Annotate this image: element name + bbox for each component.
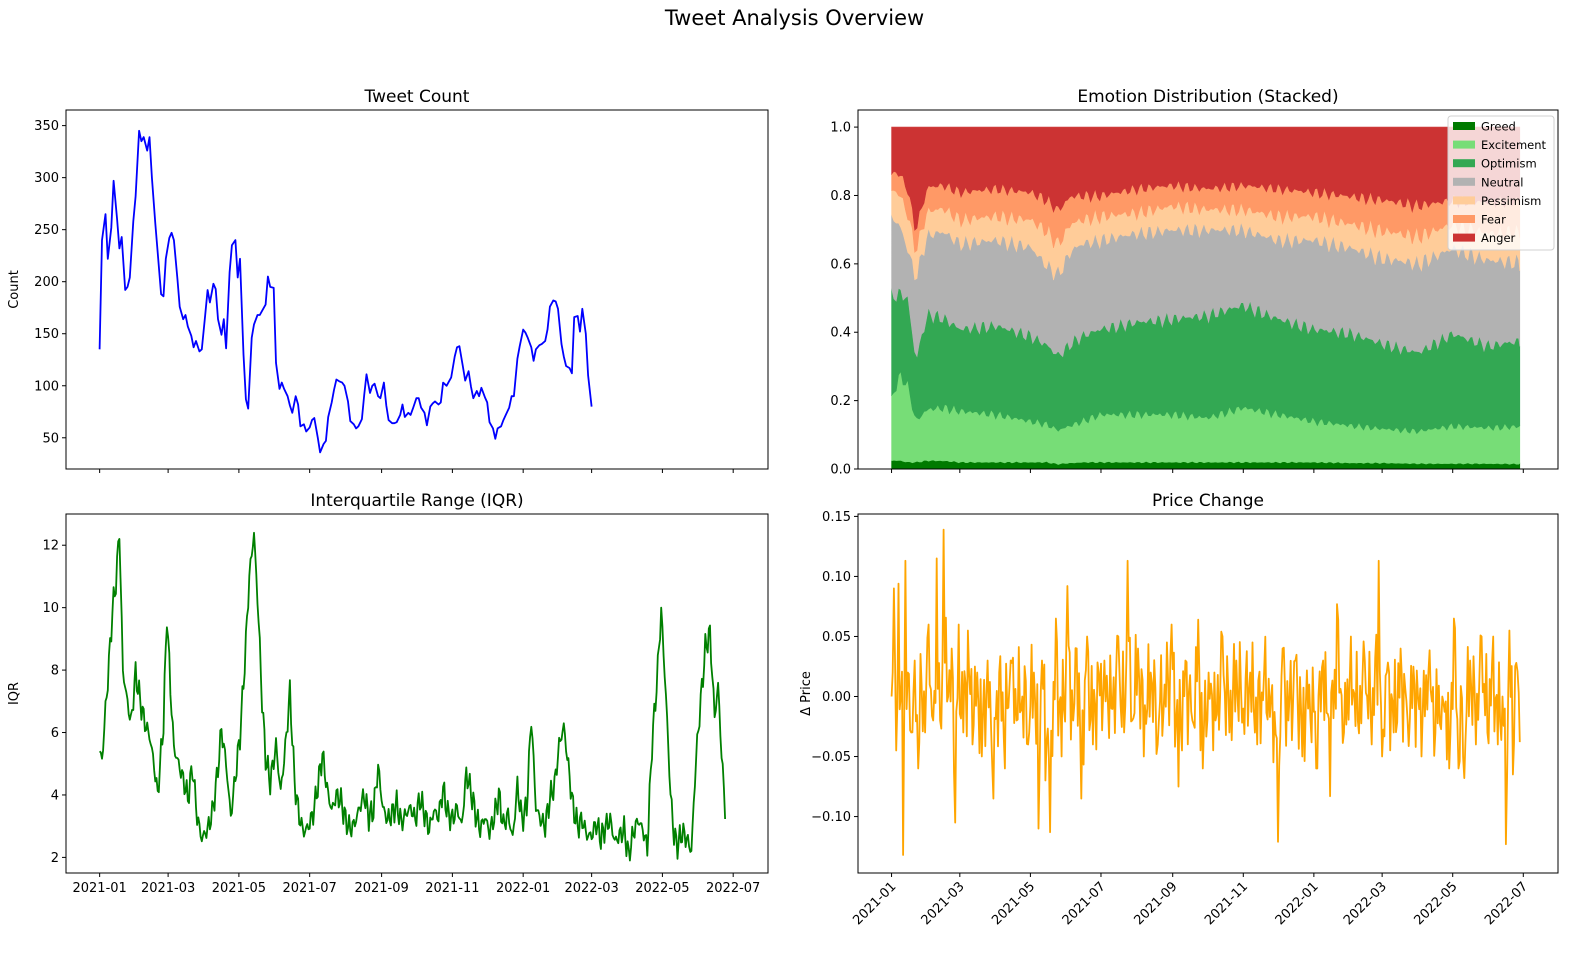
chart-title: Interquartile Range (IQR) <box>310 491 523 511</box>
legend-label-neutral: Neutral <box>1481 175 1523 189</box>
x-tick-label: 2021-05 <box>989 879 1038 928</box>
y-tick-label: 200 <box>34 275 59 290</box>
legend-swatch-excitement <box>1453 140 1475 149</box>
x-tick-label: 2022-07 <box>1482 879 1531 928</box>
y-tick-label: 350 <box>34 119 59 134</box>
iqr-series-line <box>98 531 726 862</box>
legend-swatch-fear <box>1453 215 1475 223</box>
legend-swatch-anger <box>1453 233 1475 242</box>
legend-label-optimism: Optimism <box>1481 157 1537 171</box>
x-tick-label: 2021-11 <box>425 881 479 896</box>
y-axis-label: Count <box>7 270 22 309</box>
y-axis-label: Δ Price <box>799 671 814 716</box>
tweet-count-chart: Tweet Count Count 50 100 150 200 250 300 350 <box>7 87 769 473</box>
y-tick-label: 150 <box>34 327 59 342</box>
y-tick-label: 0.00 <box>822 690 851 705</box>
y-tick-label: −0.05 <box>811 750 851 765</box>
y-tick-label: 0.4 <box>830 326 851 341</box>
y-tick-label: 0.6 <box>830 257 851 272</box>
legend-swatch-optimism <box>1453 159 1475 168</box>
y-tick-label: 0.2 <box>830 394 851 409</box>
y-tick-label: 6 <box>51 726 59 741</box>
y-tick-label: 100 <box>34 379 59 394</box>
y-tick-label: 0.0 <box>830 463 851 478</box>
legend: Greed Excitement Optimism Neutral Pessimism F… <box>1447 115 1555 251</box>
x-tick-label: 2021-01 <box>72 881 126 896</box>
legend-label-fear: Fear <box>1481 213 1506 227</box>
iqr-chart: Interquartile Range (IQR) IQR 2 4 6 8 10 12 2021… <box>7 491 769 896</box>
y-tick-label: 0.10 <box>822 570 851 585</box>
tweet_count-series-line <box>98 129 593 454</box>
chart-title: Price Change <box>1152 491 1264 511</box>
y-tick-label: 0.05 <box>822 630 851 645</box>
y-tick-label: 0.15 <box>822 510 851 525</box>
x-tick-label: 2021-01 <box>850 879 899 928</box>
legend-swatch-neutral <box>1453 177 1475 186</box>
y-tick-label: 50 <box>42 431 59 446</box>
x-tick-label: 2021-03 <box>141 881 195 896</box>
y-tick-label: 4 <box>51 788 59 803</box>
legend-label-anger: Anger <box>1481 231 1516 245</box>
y-tick-label: 12 <box>42 539 59 554</box>
x-tick-label: 2022-05 <box>635 881 689 896</box>
chart-title: Tweet Count <box>364 87 470 107</box>
plot-frame <box>65 109 769 470</box>
y-tick-label: 2 <box>51 851 59 866</box>
legend-label-greed: Greed <box>1481 120 1516 134</box>
x-tick-label: 2021-05 <box>212 881 266 896</box>
legend-swatch-greed <box>1453 122 1475 130</box>
x-tick-label: 2021-07 <box>1060 879 1109 928</box>
x-tick-label: 2022-05 <box>1412 879 1461 928</box>
x-tick-label: 2021-09 <box>1132 879 1181 928</box>
y-tick-label: 1.0 <box>830 121 851 136</box>
x-tick-label: 2021-11 <box>1202 879 1251 928</box>
y-tick-label: 300 <box>34 171 59 186</box>
legend-label-excitement: Excitement <box>1481 138 1547 152</box>
legend-label-pessimism: Pessimism <box>1481 194 1541 208</box>
y-tick-label: −0.10 <box>811 810 851 825</box>
x-tick-label: 2022-03 <box>564 881 618 896</box>
plot-frame <box>857 109 1559 470</box>
x-tick-label: 2022-01 <box>496 881 550 896</box>
plot-frame <box>857 513 1559 874</box>
price-change-chart: Price Change Δ Price −0.10 −0.05 0.00 0.05 0.1… <box>799 491 1559 928</box>
emotion-distribution-chart: Emotion Distribution (Stacked) 0.0 0.2 0.4 0… <box>830 87 1559 478</box>
x-tick-label: 2022-03 <box>1341 879 1390 928</box>
x-tick-label: 2021-09 <box>354 881 408 896</box>
y-tick-label: 0.8 <box>830 189 851 204</box>
chart-title: Emotion Distribution (Stacked) <box>1077 87 1338 107</box>
y-tick-label: 10 <box>42 601 59 616</box>
x-tick-label: 2022-01 <box>1273 879 1322 928</box>
x-tick-label: 2021-07 <box>283 881 337 896</box>
legend-swatch-pessimism <box>1453 196 1475 205</box>
plot-frame <box>65 513 769 874</box>
y-tick-label: 250 <box>34 223 59 238</box>
price_change-series-line <box>890 528 1521 856</box>
y-tick-label: 8 <box>51 664 59 679</box>
figure-title: Tweet Analysis Overview <box>664 6 924 30</box>
x-tick-label: 2021-03 <box>919 879 968 928</box>
x-tick-label: 2022-07 <box>706 881 760 896</box>
y-axis-label: IQR <box>7 682 22 705</box>
